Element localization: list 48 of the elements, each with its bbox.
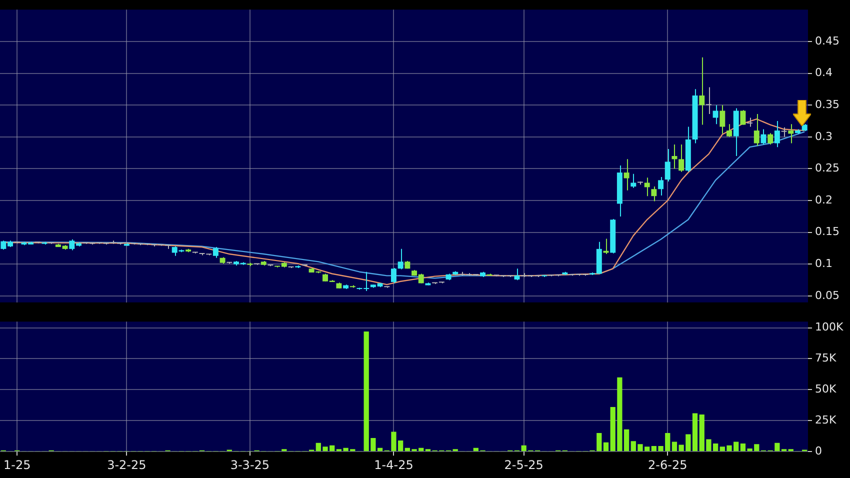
candlestick [712, 104, 718, 125]
candlestick [774, 120, 780, 148]
candlestick [754, 113, 760, 146]
y-tick-label: 0.4 [815, 66, 832, 80]
candlestick [630, 173, 636, 188]
y-tick-label: 0.25 [815, 162, 840, 175]
candlestick [760, 128, 766, 146]
candlestick [624, 158, 630, 191]
y-tick-label: 0.15 [815, 225, 840, 238]
candlestick [664, 148, 670, 182]
y-tick-label: 75K [815, 352, 837, 365]
candlestick [603, 238, 609, 255]
candlestick [699, 56, 705, 126]
candlestick [781, 126, 787, 138]
y-tick-label: 0.1 [815, 257, 832, 270]
candlestick [672, 144, 678, 170]
candlestick [398, 248, 404, 270]
candlestick [768, 132, 774, 146]
candlestick [678, 144, 684, 172]
candlestick [390, 268, 396, 284]
bar [672, 442, 678, 452]
y-tick-label: 25K [815, 414, 837, 427]
candlestick [514, 268, 520, 281]
x-tick-label: 1-4-25 [374, 458, 414, 472]
candlestick [720, 104, 726, 134]
y-tick-label: 0.3 [815, 130, 832, 143]
candlestick [726, 124, 732, 138]
bar [603, 442, 609, 452]
y-tick-label: 0 [815, 444, 822, 458]
y-tick-label: 0.2 [815, 193, 832, 206]
x-tick-label: 2-5-25 [504, 458, 544, 472]
candlestick [212, 246, 218, 258]
candlestick [658, 176, 664, 196]
y-tick-label: 0.05 [815, 288, 840, 302]
candlestick [651, 186, 657, 202]
y-tick-label: 50K [815, 382, 837, 396]
x-tick-label: 2-6-25 [648, 458, 688, 472]
y-tick-label: 0.45 [815, 34, 840, 48]
x-tick-label: 3-2-25 [107, 458, 146, 472]
x-tick-label: 3-3-25 [230, 458, 270, 472]
x-tick-label: 1-25 [4, 458, 31, 472]
candlestick [788, 124, 794, 144]
candlestick [706, 86, 712, 114]
bar [692, 413, 698, 452]
candlestick [740, 110, 746, 126]
y-tick-label: 100K [815, 320, 844, 334]
y-tick-label: 0.35 [815, 98, 840, 111]
candlestick [644, 177, 650, 197]
